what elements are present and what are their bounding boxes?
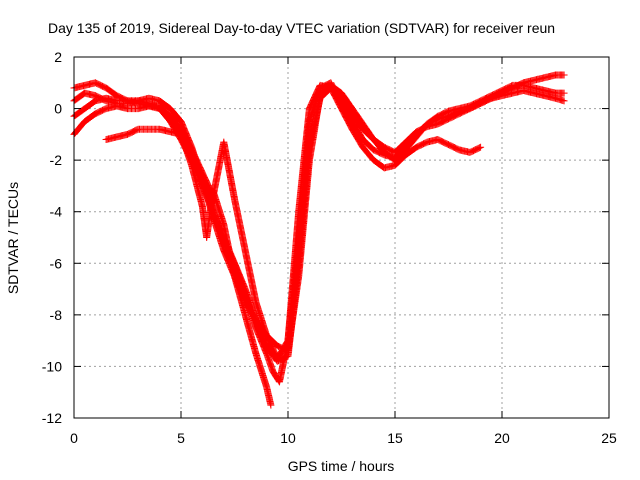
y-tick-label: -6 [50,255,63,271]
x-tick-label: 5 [177,430,185,446]
chart-title: Day 135 of 2019, Sidereal Day-to-day VTE… [48,20,555,36]
y-tick-label: 0 [54,101,62,117]
x-axis-label: GPS time / hours [288,458,395,474]
grid-lines [74,57,609,418]
x-tick-label: 10 [280,430,296,446]
series-track-1 [70,79,568,386]
y-tick-label: -12 [42,410,62,426]
x-tick-label: 15 [387,430,403,446]
y-tick-label: -4 [50,204,63,220]
series-markers [70,81,485,363]
y-axis-label: SDTVAR / TECUs [5,182,21,294]
y-tick-label: -8 [50,307,63,323]
series-markers [102,84,568,365]
plot-frame [73,56,610,419]
x-tick-label: 25 [601,430,617,446]
x-tick-label: 0 [70,430,78,446]
x-tick-label: 20 [494,430,510,446]
y-tick-labels: 2 0 -2 -4 -6 -8 -10 -12 [42,49,62,426]
series-track-5 [102,84,568,365]
y-tick-label: -2 [50,152,63,168]
y-tick-label: -10 [42,358,62,374]
series-markers [70,79,568,386]
x-tick-labels: 0 5 10 15 20 25 [70,430,617,446]
axis-ticks [73,56,610,419]
series-track-2 [70,81,485,363]
plot-area [70,71,568,409]
y-tick-label: 2 [54,49,62,65]
